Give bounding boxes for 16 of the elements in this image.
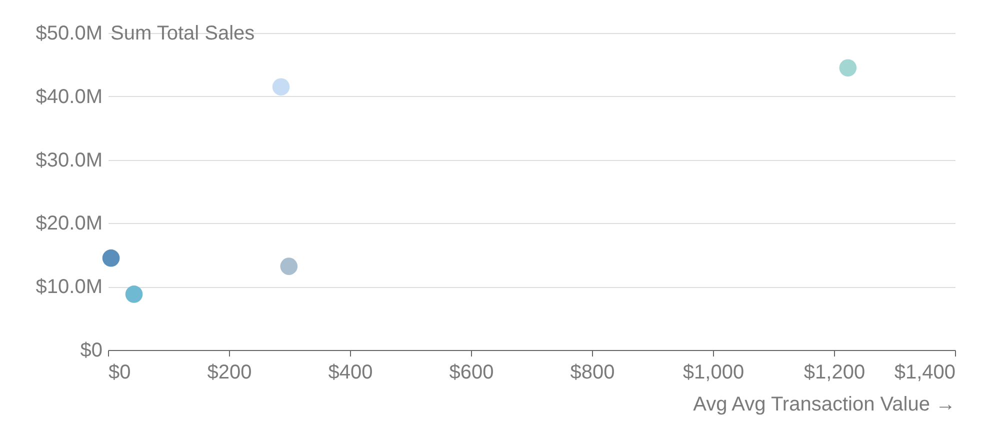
x-tick-label: $200 (207, 362, 252, 384)
y-tick-label: $40.0M (36, 86, 102, 108)
x-tick-label: $0 (108, 362, 131, 384)
x-tick-label: $1,400 (894, 362, 956, 384)
x-axis-title: Avg Avg Transaction Value → (693, 394, 956, 416)
y-axis-title: Sum Total Sales (110, 22, 255, 44)
x-tick-label: $1,200 (804, 362, 866, 384)
x-tick-label: $1,000 (682, 362, 744, 384)
y-tick-label: $30.0M (36, 149, 102, 172)
y-tick-label: $50.0M (36, 22, 102, 44)
y-tick-label: $20.0M (36, 212, 102, 235)
x-tick-label: $800 (570, 362, 615, 384)
y-tick-label: $10.0M (36, 276, 102, 298)
y-tick-label: $0 (80, 340, 102, 362)
x-tick-label: $400 (328, 362, 373, 384)
x-tick-label: $600 (449, 362, 494, 384)
